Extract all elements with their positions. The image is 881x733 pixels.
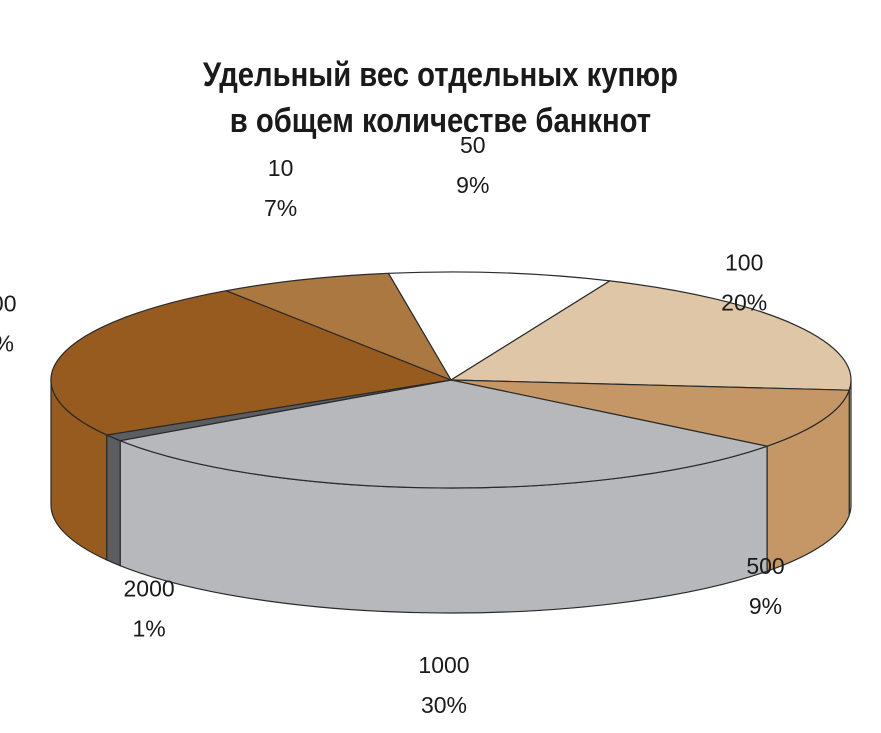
slice-label-10: 10	[268, 155, 294, 181]
pie-slice-500	[450, 379, 850, 447]
pie-slice-1000	[119, 379, 768, 489]
pie-slice-5000	[50, 290, 452, 436]
slice-value-label-5000: 24%	[0, 331, 14, 357]
chart-title-line-2: в общем количестве банкнот	[229, 102, 652, 140]
slice-label-5000: 5000	[0, 291, 16, 317]
slice-value-label-1000: 30%	[421, 692, 467, 718]
pie-slice-100	[450, 280, 852, 391]
slice-value-label-500: 9%	[749, 593, 782, 619]
pie-labels: 50 9% 100 20% 500 9% 1000 30% 2000 1% 5000 24% 10 7%	[0, 132, 785, 718]
slice-value-label-10: 7%	[264, 195, 297, 221]
slice-label-50: 50	[460, 132, 486, 158]
pie-tops	[50, 271, 852, 489]
pie-slice-50	[387, 271, 611, 381]
slice-label-1000: 1000	[418, 652, 469, 678]
slice-value-label-100: 20%	[721, 290, 767, 316]
slice-label-100: 100	[725, 250, 763, 276]
pie-slice-10	[225, 272, 452, 381]
pie-side-2000	[106, 434, 121, 567]
slice-label-2000: 2000	[124, 576, 175, 602]
chart-title-line-1: Удельный вес отдельных купюр	[202, 56, 679, 94]
slice-value-label-50: 9%	[456, 172, 489, 198]
pie-sides	[50, 379, 852, 614]
slice-label-500: 500	[746, 553, 784, 579]
slice-value-label-2000: 1%	[132, 616, 165, 642]
chart-title: Удельный вес отдельных купюр в общем кол…	[62, 52, 820, 144]
